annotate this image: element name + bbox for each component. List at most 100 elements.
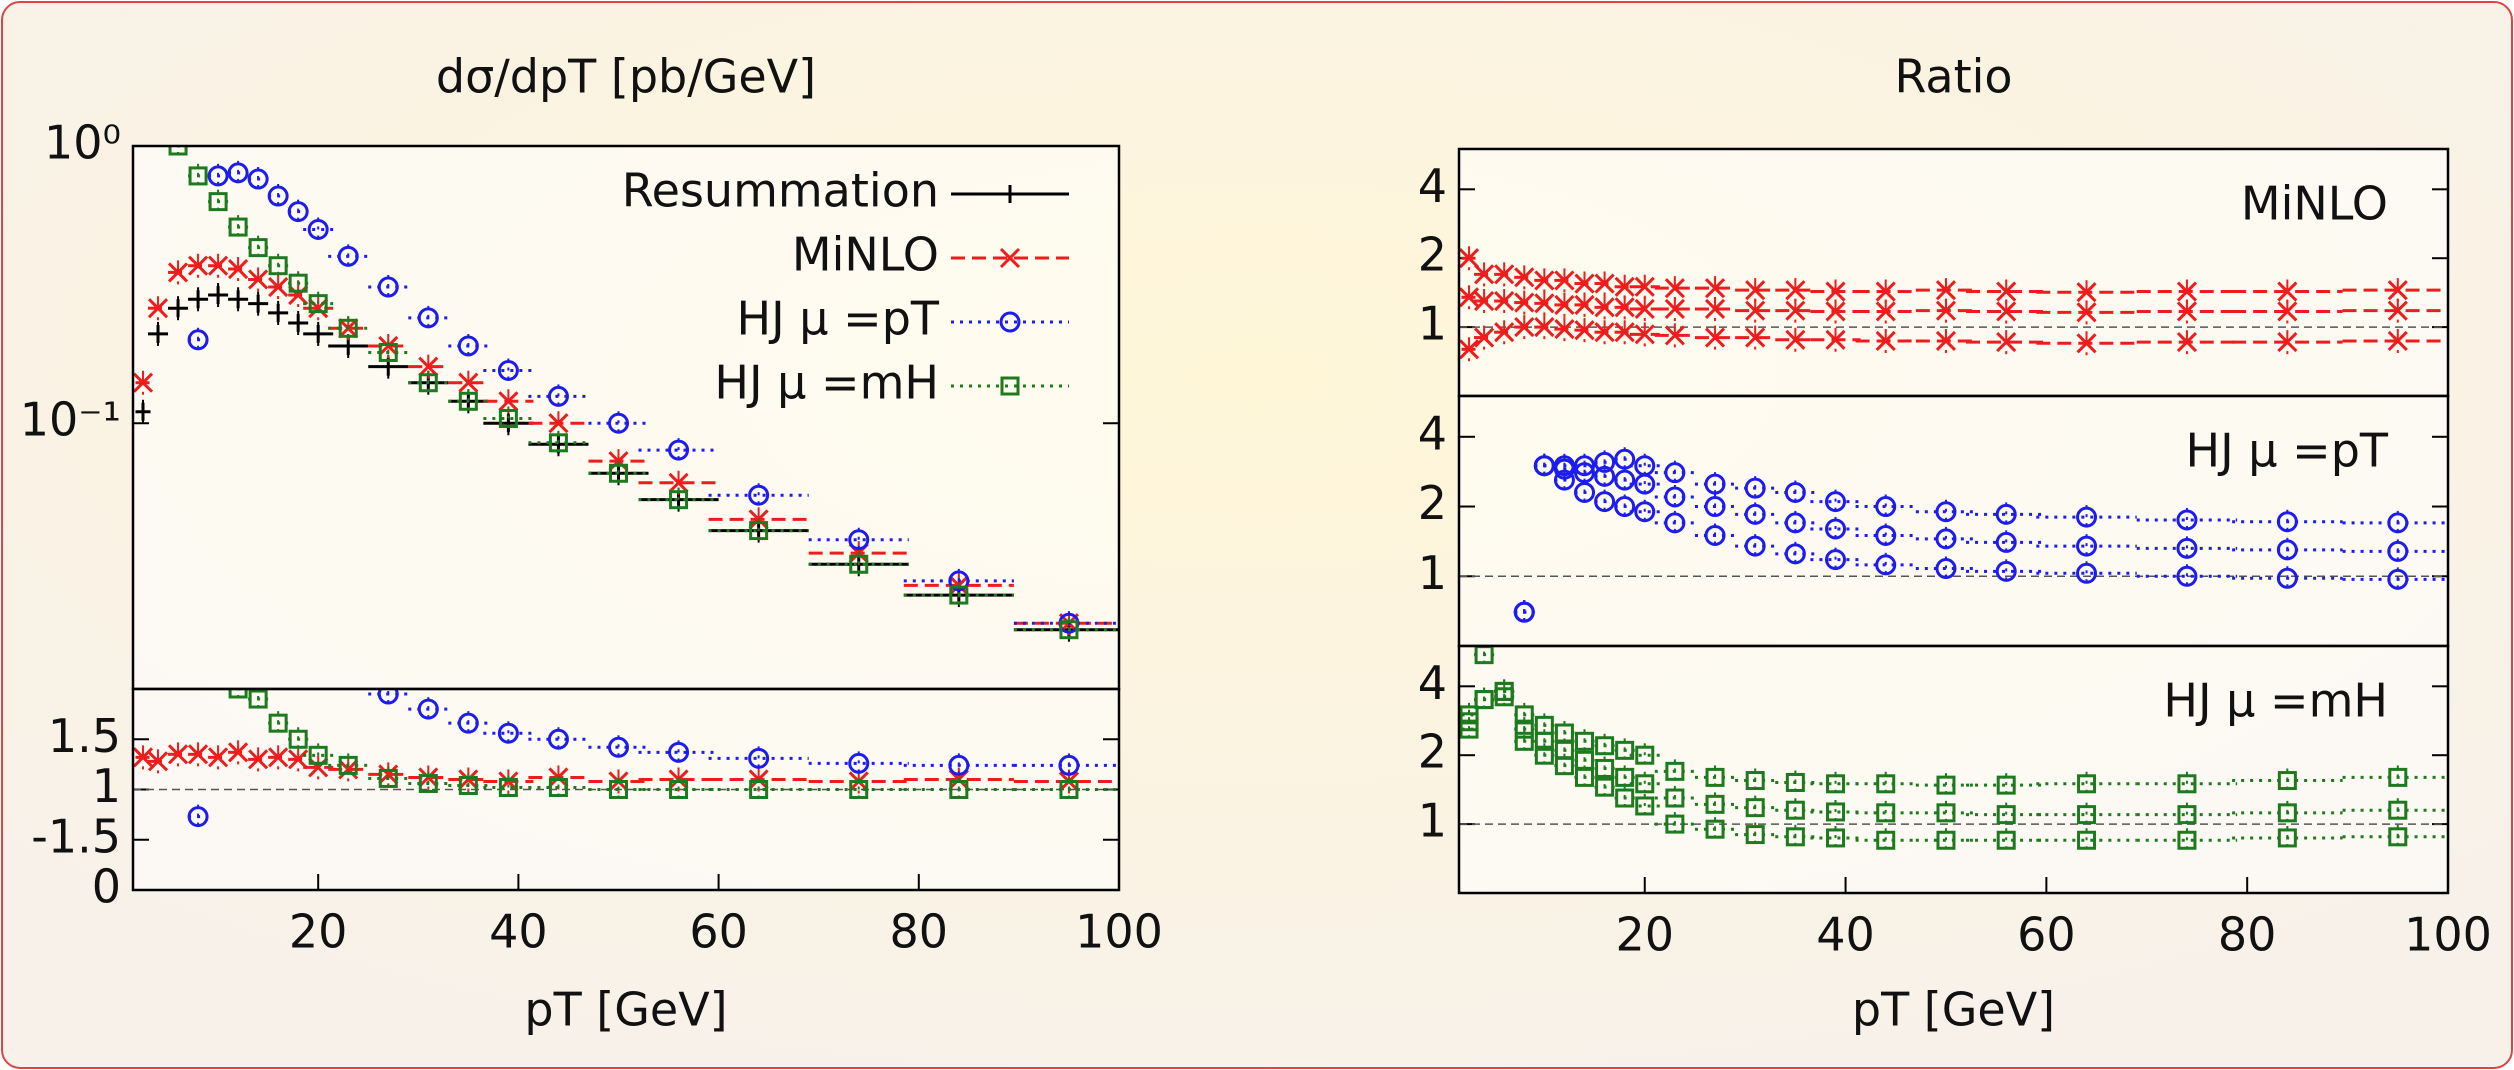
marker — [1058, 754, 1080, 776]
marker — [1615, 788, 1635, 808]
marker — [1664, 486, 1686, 508]
marker — [1594, 297, 1615, 318]
marker — [1704, 524, 1726, 546]
marker — [1745, 327, 1766, 348]
marker — [1935, 280, 1957, 301]
marker — [1594, 451, 1616, 473]
marker — [1704, 298, 1726, 320]
chart-title: dσ/dpT [pb/GeV] — [436, 50, 816, 104]
marker — [548, 777, 568, 797]
marker — [1575, 767, 1595, 787]
marker — [417, 307, 439, 329]
marker — [188, 166, 208, 186]
panel-label: MiNLO — [2241, 177, 2388, 231]
marker — [1574, 481, 1596, 503]
marker — [498, 391, 519, 412]
marker — [1574, 455, 1596, 477]
marker — [377, 276, 399, 298]
marker — [1825, 518, 1847, 540]
marker — [1704, 473, 1726, 495]
marker — [2276, 539, 2298, 561]
marker — [1744, 503, 1766, 525]
marker — [458, 775, 478, 795]
marker — [1665, 814, 1685, 834]
marker — [1936, 775, 1956, 795]
marker — [167, 262, 189, 283]
marker — [1533, 455, 1555, 477]
marker — [1665, 761, 1685, 781]
marker — [2277, 803, 2297, 823]
marker — [1459, 248, 1480, 269]
marker — [608, 451, 629, 472]
marker — [948, 570, 970, 592]
marker — [1635, 745, 1655, 765]
marker — [1459, 339, 1480, 360]
y-tick-label: 4 — [1418, 159, 1447, 213]
marker — [338, 318, 358, 338]
marker — [228, 258, 249, 280]
marker — [268, 747, 289, 768]
marker — [1664, 325, 1685, 346]
marker — [1514, 292, 1535, 313]
plot-area — [1459, 149, 2448, 396]
marker — [1634, 276, 1655, 297]
marker — [1825, 329, 1846, 350]
marker — [1935, 528, 1957, 550]
marker — [1744, 535, 1766, 557]
marker — [147, 751, 169, 772]
marker — [248, 269, 269, 290]
marker — [308, 294, 328, 314]
marker — [949, 585, 969, 605]
marker — [1875, 301, 1896, 322]
marker — [547, 728, 569, 750]
marker — [1553, 469, 1575, 491]
marker — [1494, 290, 1515, 312]
marker — [338, 755, 358, 775]
marker — [2076, 302, 2097, 323]
marker — [208, 192, 228, 212]
marker — [288, 749, 309, 770]
marker — [1664, 512, 1686, 534]
marker — [248, 689, 268, 709]
y-tick-label: 0 — [92, 860, 121, 914]
y-tick-label: 4 — [1418, 406, 1447, 460]
marker — [308, 757, 329, 778]
marker — [1875, 554, 1897, 576]
y-tick-label: 10⁻¹ — [20, 393, 121, 447]
x-tick-label: 60 — [689, 905, 748, 959]
y-tick-label: 1 — [1418, 297, 1447, 351]
marker — [1825, 301, 1846, 322]
marker — [1935, 330, 1957, 352]
marker — [1825, 491, 1847, 513]
marker — [1554, 319, 1575, 340]
marker — [1594, 273, 1615, 294]
marker — [1995, 531, 2017, 553]
marker — [1825, 281, 1846, 302]
y-tick-label: 4 — [1418, 656, 1447, 710]
marker — [608, 463, 628, 483]
marker — [1705, 819, 1725, 839]
marker — [133, 747, 154, 768]
series-group — [1513, 447, 2448, 625]
marker — [1745, 825, 1765, 845]
marker — [1459, 287, 1480, 308]
marker — [147, 298, 169, 319]
marker — [208, 747, 229, 768]
plot-frame — [131, 687, 1121, 892]
x-tick-label: 40 — [489, 905, 548, 959]
series-group — [133, 146, 1119, 642]
marker — [1614, 469, 1636, 491]
marker — [267, 185, 289, 207]
marker — [1664, 278, 1685, 299]
marker — [1704, 278, 1726, 299]
marker — [288, 273, 308, 293]
x-tick-label: 80 — [890, 905, 949, 959]
marker — [2077, 830, 2097, 850]
marker — [268, 276, 289, 298]
marker — [1474, 690, 1494, 710]
marker — [1785, 280, 1806, 301]
marker — [1996, 775, 2016, 795]
marker — [1634, 501, 1656, 523]
